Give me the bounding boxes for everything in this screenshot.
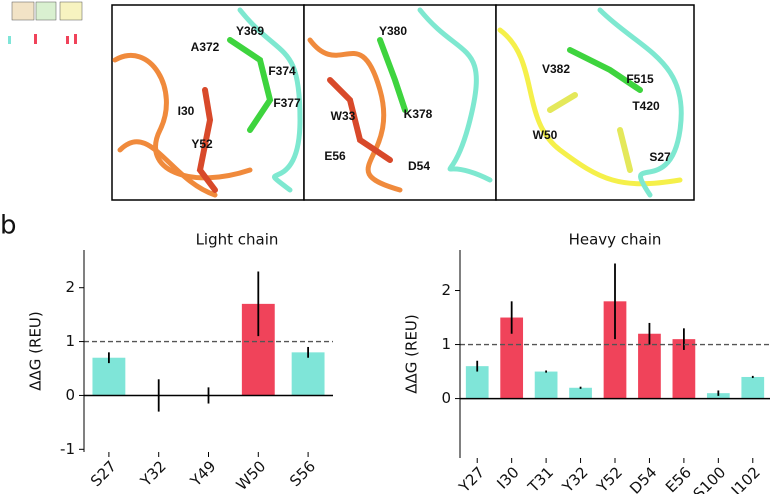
residue-label: Y369 [236,24,264,38]
bar [291,352,325,396]
residue-label: T420 [632,99,660,113]
residue-label: F374 [268,64,296,78]
residue-label: W33 [331,109,356,123]
structure-panels [111,4,695,201]
chart-title: Light chain [196,231,279,249]
residue-label: S27 [649,150,671,164]
x-tick-label: D54 [626,463,660,494]
bar [465,366,489,399]
x-tick-label: Y32 [136,457,169,490]
bar [672,339,696,399]
x-tick-label: Y27 [455,463,488,494]
x-tick-label: I102 [728,463,764,494]
bar [534,371,558,399]
residue-label: K378 [404,107,433,121]
residue-label: Y380 [379,24,407,38]
y-axis-label: ΔΔG (REU) [27,311,45,391]
y-tick-label: 1 [441,335,451,353]
residue-label: A372 [191,40,220,54]
residue-label: W50 [533,128,558,142]
residue-label: V382 [542,62,570,76]
y-tick-label: 2 [441,281,451,299]
thumbnail [8,1,83,44]
residue-label: F515 [626,72,654,86]
bar [92,357,126,396]
y-tick-label: -1 [60,440,75,458]
bar [603,301,627,399]
y-tick-label: 0 [65,386,75,404]
residue-label: I30 [178,104,195,118]
y-tick-label: 2 [65,278,75,296]
x-tick-label: S100 [690,463,730,494]
x-tick-label: I30 [493,463,522,492]
bar [500,317,524,399]
x-tick-label: S56 [286,457,319,490]
bar [638,333,661,399]
x-tick-label: Y32 [558,463,591,494]
x-tick-label: S27 [87,457,120,490]
y-tick-label: 1 [65,332,75,350]
panel-label: b [0,211,17,241]
x-tick-label: T31 [524,463,557,494]
residue-label: E56 [324,149,346,163]
residue-label: D54 [408,159,430,173]
y-axis-label: ΔΔG (REU) [403,314,421,394]
bar [569,387,592,399]
x-tick-label: W50 [233,457,270,494]
x-tick-label: Y52 [593,463,626,494]
y-tick-label: 0 [441,389,451,407]
chart-title: Heavy chain [569,231,662,249]
x-tick-label: Y49 [186,457,219,490]
bar [741,376,765,399]
residue-label: F377 [273,96,301,110]
residue-label: Y52 [191,137,213,151]
